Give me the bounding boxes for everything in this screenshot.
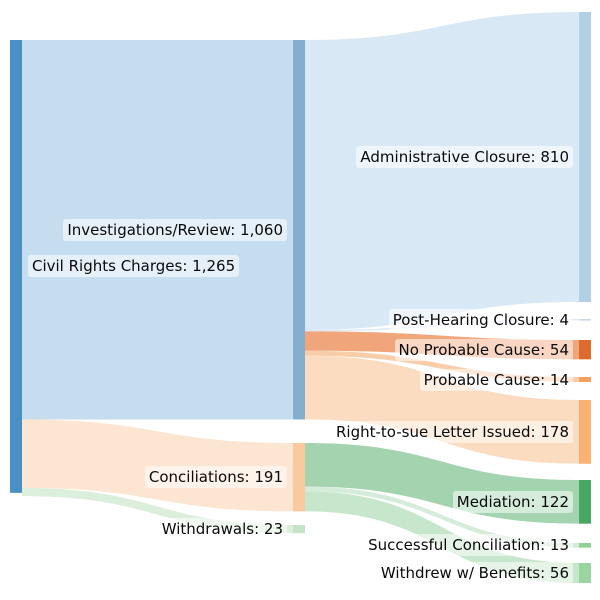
node-withdrew_benefits [579, 563, 591, 584]
link-charges-investigations [22, 40, 293, 420]
node-withdrawals [293, 525, 305, 534]
node-right_to_sue [579, 400, 591, 464]
node-post_hearing [579, 319, 591, 321]
node-no_probable_cause [579, 340, 591, 360]
link-investigations-probable_cause [305, 350, 579, 383]
node-successful_conciliation [579, 543, 591, 548]
node-investigations [293, 40, 305, 420]
link-charges-conciliations [22, 419, 293, 512]
node-admin_closure [579, 12, 591, 302]
node-probable_cause [579, 377, 591, 383]
link-conciliations-successful_conciliation [305, 486, 579, 548]
node-conciliations [293, 443, 305, 512]
link-investigations-admin_closure [305, 12, 579, 330]
node-charges [10, 40, 22, 493]
node-mediation [579, 480, 591, 524]
